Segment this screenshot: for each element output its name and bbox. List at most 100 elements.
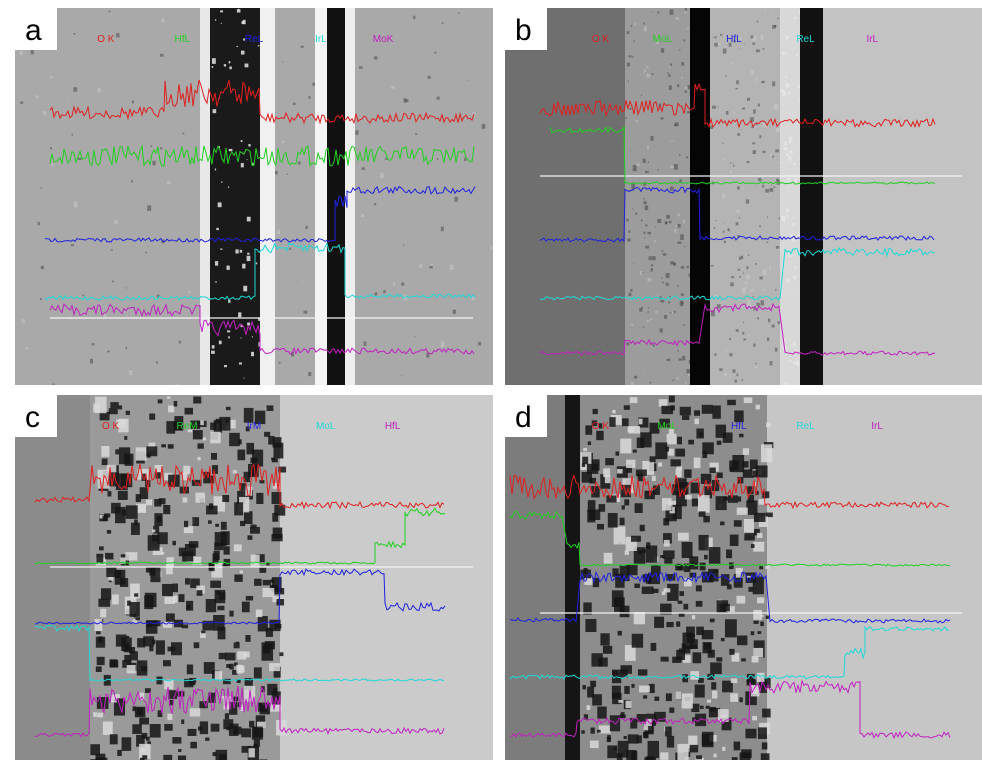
texture	[729, 337, 732, 341]
texture	[786, 278, 790, 283]
texture	[668, 85, 672, 90]
texture	[722, 48, 727, 54]
texture	[755, 123, 758, 126]
texture	[667, 448, 674, 456]
texture	[680, 234, 684, 240]
line-scan-trace	[539, 186, 935, 243]
texture	[676, 621, 681, 627]
texture	[732, 176, 735, 179]
texture	[651, 11, 654, 13]
texture	[215, 281, 217, 283]
texture	[258, 317, 261, 321]
texture	[94, 396, 107, 414]
texture	[647, 231, 651, 235]
texture	[773, 186, 776, 189]
texture	[607, 512, 618, 528]
texture	[173, 400, 178, 407]
texture	[592, 577, 600, 588]
texture	[168, 474, 180, 487]
texture	[679, 406, 691, 416]
texture	[205, 737, 210, 741]
texture	[672, 484, 683, 496]
texture	[125, 410, 130, 415]
texture	[251, 162, 254, 166]
texture	[678, 532, 689, 541]
texture	[251, 726, 263, 740]
texture	[787, 253, 792, 257]
signal-label: HfL	[385, 421, 401, 432]
texture	[644, 372, 646, 374]
texture	[751, 689, 758, 694]
texture	[145, 499, 153, 506]
texture	[663, 550, 675, 559]
texture	[780, 89, 785, 92]
texture	[606, 736, 611, 743]
texture	[739, 433, 744, 438]
texture	[606, 495, 617, 503]
texture	[625, 536, 637, 552]
texture	[756, 20, 759, 23]
texture	[305, 225, 308, 230]
texture	[639, 74, 641, 76]
texture	[712, 105, 716, 109]
texture	[638, 418, 643, 425]
texture	[685, 156, 689, 159]
texture	[244, 63, 249, 68]
texture	[120, 557, 126, 564]
texture	[214, 542, 224, 551]
texture	[213, 496, 225, 512]
texture	[753, 620, 759, 624]
texture	[95, 753, 106, 760]
texture	[797, 94, 799, 96]
texture	[720, 637, 725, 642]
texture	[652, 256, 656, 261]
texture	[729, 534, 739, 546]
texture	[481, 124, 486, 129]
texture	[727, 495, 739, 503]
panel-label: d	[515, 401, 532, 434]
texture	[759, 225, 761, 228]
texture	[289, 247, 292, 250]
texture	[141, 473, 147, 481]
texture	[214, 532, 227, 547]
texture	[109, 659, 118, 668]
texture	[414, 335, 416, 337]
texture	[745, 691, 757, 706]
texture	[686, 626, 695, 637]
texture	[619, 565, 630, 582]
texture	[653, 485, 660, 495]
texture	[614, 597, 625, 612]
texture	[741, 186, 744, 190]
texture	[788, 139, 792, 144]
texture	[634, 22, 636, 26]
texture	[668, 65, 672, 68]
texture	[753, 109, 756, 114]
texture	[714, 36, 717, 39]
signal-label: MoK	[373, 34, 394, 45]
texture	[753, 609, 762, 620]
texture	[784, 75, 787, 79]
texture	[133, 613, 137, 618]
texture	[73, 87, 78, 92]
texture	[747, 577, 751, 580]
texture	[669, 506, 675, 514]
texture	[668, 301, 671, 304]
texture	[638, 550, 642, 555]
texture	[652, 344, 655, 347]
texture	[93, 712, 97, 717]
texture	[710, 662, 722, 675]
texture	[792, 237, 796, 241]
texture	[244, 677, 253, 690]
texture	[769, 153, 772, 157]
texture	[794, 266, 796, 269]
texture	[185, 578, 190, 585]
texture	[440, 341, 445, 348]
texture	[121, 509, 127, 516]
texture	[747, 254, 750, 256]
texture	[96, 656, 105, 666]
texture	[712, 690, 718, 699]
texture	[249, 720, 255, 728]
texture	[586, 463, 599, 474]
texture	[677, 350, 679, 352]
